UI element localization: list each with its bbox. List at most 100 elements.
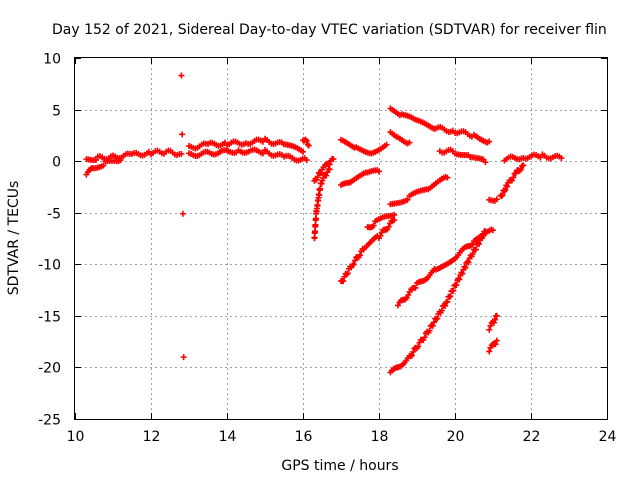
data-marks (83, 72, 565, 376)
data-point (314, 174, 321, 181)
data-point (486, 138, 493, 145)
data-point (303, 137, 310, 144)
y-tick-label: 5 (52, 104, 61, 120)
series-arc-a2 (83, 157, 124, 178)
data-point (404, 196, 411, 203)
x-tick-label: 22 (523, 429, 541, 445)
series-arc-o (486, 312, 500, 333)
data-point (178, 72, 185, 79)
series-arc-s (501, 151, 565, 164)
data-point (376, 168, 382, 175)
data-point (92, 157, 99, 164)
data-point (314, 202, 321, 209)
data-point (492, 341, 499, 348)
data-point (486, 348, 493, 355)
series-arc-p (486, 337, 500, 355)
series-arc-f (338, 136, 390, 157)
y-tick-label: -25 (38, 413, 61, 429)
data-point (391, 216, 398, 223)
series-arc-d2 (311, 155, 337, 184)
x-tick-label: 18 (371, 429, 389, 445)
data-point (323, 172, 330, 179)
data-point (312, 228, 319, 235)
y-tick-label: -10 (38, 258, 61, 274)
data-point (300, 148, 306, 155)
data-point (509, 177, 515, 184)
series-arc-b (186, 135, 306, 155)
data-point (453, 282, 460, 289)
data-point (383, 141, 390, 148)
data-point (517, 166, 524, 173)
data-point (340, 277, 347, 284)
data-point (350, 261, 357, 268)
data-point (391, 211, 398, 218)
series-arc-q (486, 196, 500, 204)
data-point (491, 316, 498, 323)
data-point (558, 155, 565, 162)
data-point (357, 252, 363, 259)
data-point (444, 174, 451, 181)
data-point (259, 150, 266, 157)
data-point (438, 307, 445, 314)
data-point (434, 315, 441, 322)
data-point (476, 241, 483, 248)
data-point (469, 251, 476, 258)
data-point (462, 264, 469, 271)
series-arc-c (300, 136, 312, 149)
data-point (178, 150, 185, 157)
data-point (480, 232, 487, 239)
data-point (330, 156, 337, 163)
series-arc-j (387, 173, 451, 208)
data-point (486, 326, 493, 333)
data-point (259, 138, 266, 145)
data-point (512, 170, 519, 177)
data-point (385, 223, 392, 230)
series-arc-b2 (186, 146, 310, 164)
y-tick-label: -15 (38, 310, 61, 326)
x-tick-label: 14 (219, 429, 237, 445)
data-point (180, 354, 187, 361)
data-point (502, 186, 509, 193)
data-point (421, 334, 428, 341)
data-point (442, 302, 449, 309)
data-point (100, 162, 107, 169)
data-point (447, 293, 454, 300)
data-point (455, 275, 462, 282)
y-axis-label: SDTVAR / TECUs (6, 181, 22, 296)
data-point (498, 193, 505, 200)
series-arc-g (387, 105, 493, 146)
data-point (499, 192, 506, 199)
data-point (303, 157, 310, 164)
plot-frame (74, 57, 608, 420)
data-point (504, 183, 511, 190)
series-arc-l (338, 216, 398, 285)
series-isolated (178, 72, 187, 361)
data-point (317, 185, 324, 192)
x-tick-label: 16 (295, 429, 313, 445)
data-point (412, 284, 419, 291)
y-tick-label: -5 (47, 207, 61, 223)
x-tick-label: 12 (143, 429, 161, 445)
data-point (316, 192, 323, 199)
data-point (317, 169, 324, 176)
data-point (179, 210, 186, 217)
series-arc-i (436, 146, 489, 166)
data-point (179, 131, 186, 138)
data-point (343, 271, 350, 278)
data-point (430, 319, 437, 326)
data-point (429, 322, 436, 329)
series-arc-r (497, 162, 527, 200)
data-point (415, 343, 422, 350)
data-point (482, 159, 489, 166)
data-point (465, 259, 472, 266)
data-point (410, 348, 417, 355)
data-point (426, 327, 433, 334)
data-point (305, 142, 312, 149)
data-point (490, 227, 496, 234)
data-point (490, 319, 497, 326)
data-point (493, 337, 500, 344)
data-point (472, 246, 479, 253)
data-point (493, 196, 500, 203)
data-point (117, 157, 124, 164)
